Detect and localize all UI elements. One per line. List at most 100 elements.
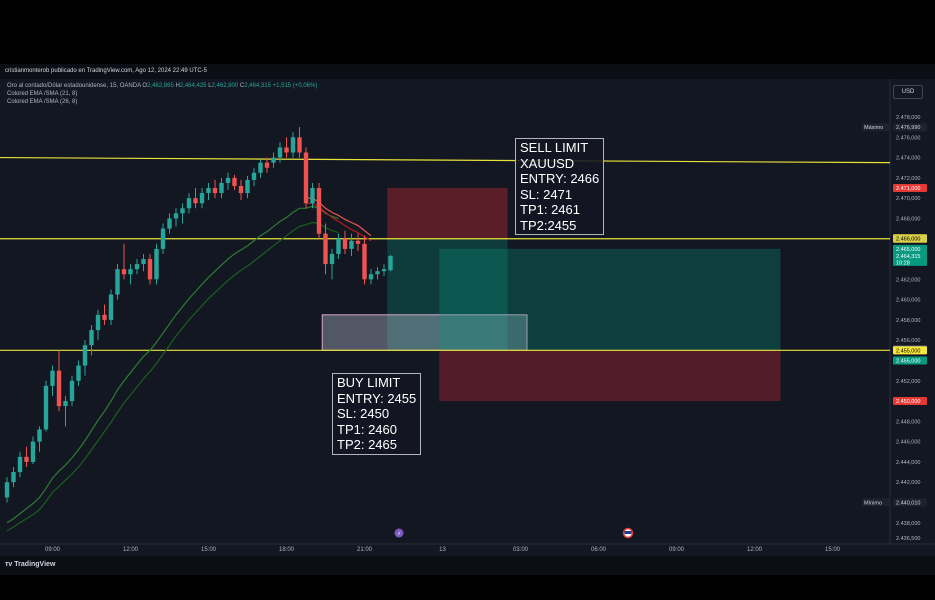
candle-body — [24, 456, 29, 462]
candle-body — [329, 253, 335, 265]
price-label-box — [893, 184, 927, 193]
price-label-box — [893, 346, 927, 355]
x-tick-label: 03:00 — [513, 547, 529, 553]
candle-body — [56, 370, 62, 407]
high-label: H — [175, 83, 180, 89]
candle-body — [141, 259, 146, 265]
candle-body — [147, 259, 153, 280]
candle-body — [388, 255, 393, 271]
candle-body — [368, 274, 374, 280]
y-tick-label: 2.474,000 — [896, 156, 920, 162]
candle-body — [76, 365, 81, 381]
y-tick-label: 2.476,000 — [896, 135, 920, 141]
candle-body — [277, 147, 283, 158]
sell-line-5: TP1: 2461 — [520, 202, 580, 217]
x-tick-label: 09:00 — [45, 547, 61, 553]
symbol-row: Oro al contado/Dólar estadounidense, 15,… — [7, 82, 317, 90]
currency-button[interactable]: USD — [893, 85, 923, 99]
candle-body — [37, 429, 42, 442]
x-tick-label: 13 — [439, 547, 446, 553]
y-tick-label: 2.462,000 — [896, 277, 920, 283]
candle-body — [167, 218, 172, 229]
price-label-box — [893, 234, 927, 243]
indicator-ema-26[interactable]: Colored EMA /SMA (26, 8) — [7, 99, 78, 105]
candle-body — [4, 482, 10, 498]
zone-tp-teal — [439, 248, 781, 351]
candle-body — [232, 177, 237, 186]
candle-body — [102, 314, 107, 320]
lightning-glyph-icon: ⚡ — [397, 531, 401, 538]
candle-body — [271, 157, 276, 163]
candle-body — [323, 233, 328, 265]
candle-body — [206, 188, 211, 194]
price-tag-box — [862, 498, 891, 507]
candle-body — [238, 185, 244, 194]
tradingview-brand[interactable]: ᴛᴠ TradingView — [5, 561, 55, 568]
y-tick-label: 2.448,000 — [896, 419, 920, 425]
candle-body — [349, 240, 354, 249]
sell-limit-annotation: SELL LIMIT XAUUSD ENTRY: 2466 SL: 2471 T… — [515, 138, 605, 235]
price-label-box — [893, 123, 927, 132]
candle-body — [362, 243, 367, 280]
price-label-box — [893, 356, 927, 365]
x-tick-label: 18:00 — [279, 547, 295, 553]
x-tick-label: 15:00 — [825, 547, 841, 553]
candle-body — [63, 401, 68, 407]
price-tag-label: Máximo — [864, 125, 883, 131]
candle-body — [290, 137, 296, 153]
price-label: 2.466,000 — [896, 237, 920, 243]
candle-body — [245, 179, 250, 194]
candle-body — [95, 314, 101, 331]
buy-line-2: ENTRY: 2455 — [337, 390, 417, 406]
candle-body — [134, 264, 140, 270]
price-label: 2.465,000 — [896, 247, 920, 253]
candle-body — [82, 345, 88, 366]
y-tick-label: 2.470,000 — [896, 196, 920, 202]
y-tick-label: 2.452,000 — [896, 379, 920, 385]
candle-body — [154, 248, 159, 280]
price-label: 2.471,000 — [896, 186, 920, 192]
candle-body — [375, 271, 380, 275]
low-value: 2,462,800 — [211, 83, 239, 89]
close-label: C — [239, 83, 245, 89]
price-label-box — [893, 498, 927, 507]
sell-line-4: SL: 2471 — [520, 186, 573, 202]
y-tick-label: 2.438,000 — [896, 521, 920, 527]
candle-body — [303, 152, 309, 204]
price-label: 2.455,000 — [896, 358, 920, 364]
price-chart[interactable]: 2.478,000 2.476,000 2.474,000 2.472,000 2.47… — [0, 64, 935, 556]
close-value: 2,464,315 — [244, 83, 271, 89]
chart-legend: Oro al contado/Dólar estadounidense, 15,… — [7, 82, 317, 106]
x-tick-label: 12:00 — [123, 547, 139, 553]
price-label: 2.464,315 — [896, 254, 920, 260]
candle-body — [219, 182, 224, 194]
open-label: O — [142, 83, 148, 89]
candle-body — [193, 198, 198, 204]
candle-body — [342, 238, 348, 249]
sell-line-2: XAUUSD — [520, 155, 575, 171]
candle-body — [355, 240, 361, 244]
indicator-ema-21[interactable]: Colored EMA /SMA (21, 8) — [7, 91, 78, 97]
candle-body — [310, 188, 315, 204]
lightning-event-icon[interactable] — [394, 528, 404, 538]
x-tick-label: 12:00 — [747, 547, 763, 553]
price-label-box — [893, 397, 927, 406]
y-tick-label: 2.468,000 — [896, 216, 920, 222]
brand-label: TradingView — [14, 561, 56, 568]
candle-body — [212, 188, 218, 194]
price-tag-box — [862, 123, 891, 132]
buy-limit-annotation: BUY LIMIT ENTRY: 2455 SL: 2450 TP1: 2460… — [332, 373, 422, 455]
candle-body — [186, 198, 192, 209]
price-label-box — [893, 244, 927, 253]
candle-body — [11, 472, 16, 483]
candle-body — [173, 213, 179, 219]
candle-body — [258, 162, 263, 173]
tradingview-logo-icon: ᴛᴠ — [5, 561, 15, 568]
candle-body — [284, 147, 289, 153]
high-value: 2,464,425 — [179, 83, 207, 89]
x-tick-label: 21:00 — [357, 547, 373, 553]
x-tick-label: 15:00 — [201, 547, 217, 553]
x-tick-label: 06:00 — [591, 547, 607, 553]
y-tick-label: 2.478,000 — [896, 115, 920, 121]
symbol-name: Oro al contado/Dólar estadounidense, 15,… — [7, 83, 141, 89]
